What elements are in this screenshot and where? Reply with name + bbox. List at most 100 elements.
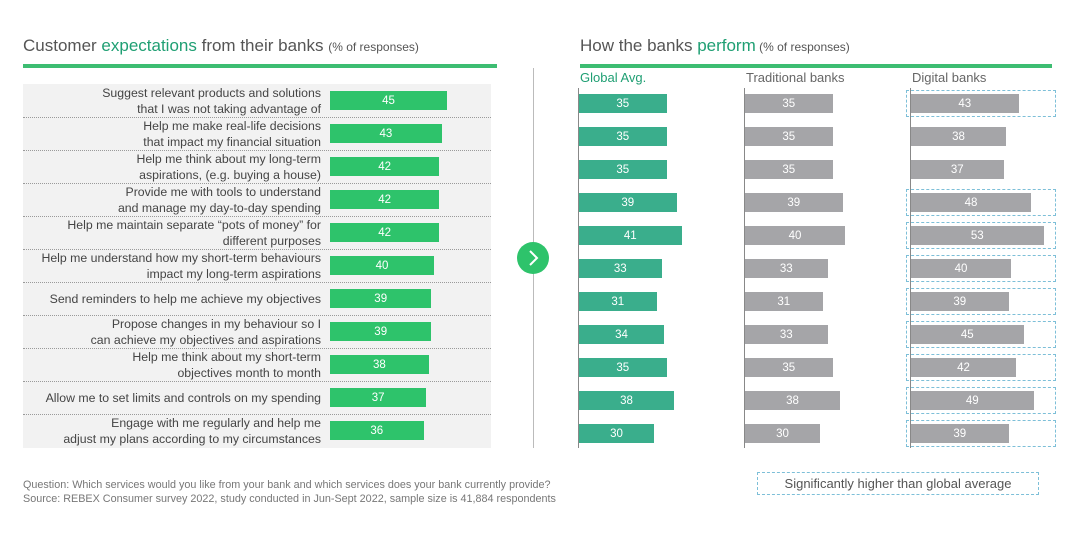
expectation-bar: 40 <box>330 256 434 275</box>
expectation-label-line: Help me think about my short-term <box>132 349 321 364</box>
right-title-prefix: How the banks <box>580 36 698 55</box>
traditional-banks-bar: 30 <box>745 424 820 443</box>
global-avg-bar: 35 <box>579 160 667 179</box>
global-avg-bar: 34 <box>579 325 664 344</box>
expectation-bar: 36 <box>330 421 424 440</box>
digital-banks-bar: 40 <box>911 259 1011 278</box>
digital-banks-bar: 38 <box>911 127 1006 146</box>
traditional-banks-bar: 35 <box>745 160 833 179</box>
traditional-banks-bar: 40 <box>745 226 845 245</box>
expectation-label-line: Allow me to set limits and controls on m… <box>45 390 321 405</box>
expectation-label-text: Engage with me regularly and help me adju… <box>63 415 321 447</box>
expectation-label-line: Suggest relevant products and solutions <box>102 85 321 100</box>
traditional-banks-bar: 39 <box>745 193 843 212</box>
expectation-label-text: Allow me to set limits and controls on m… <box>46 390 321 406</box>
chevron-right-glyph <box>529 250 539 266</box>
row-separator <box>23 249 491 250</box>
expectation-label-line: different purposes <box>222 233 321 248</box>
expectation-label-text: Help me maintain separate “pots of money… <box>67 217 321 249</box>
expectation-label-text: Send reminders to help me achieve my obj… <box>50 291 321 307</box>
expectation-label: Suggest relevant products and solutions t… <box>21 84 321 117</box>
expectation-label-line: Engage with me regularly and help me <box>111 415 321 430</box>
row-separator <box>23 216 491 217</box>
digital-banks-bar: 49 <box>911 391 1034 410</box>
left-title-highlight: expectations <box>101 36 197 55</box>
row-separator <box>23 117 491 118</box>
significant-highlight <box>906 255 1056 282</box>
footnote-question: Question: Which services would you like … <box>23 479 551 491</box>
significant-highlight <box>906 189 1056 216</box>
expectation-label: Allow me to set limits and controls on m… <box>21 381 321 414</box>
right-title-highlight: perform <box>697 36 756 55</box>
expectation-row: Help me understand how my short-term beh… <box>23 249 491 282</box>
expectation-label-line: impact my long-term aspirations <box>146 266 321 281</box>
significant-highlight <box>906 222 1056 249</box>
expectation-label-text: Provide me with tools to understand and m… <box>118 184 321 216</box>
traditional-banks-bar: 35 <box>745 94 833 113</box>
global-avg-bar: 35 <box>579 94 667 113</box>
traditional-banks-bar: 33 <box>745 259 828 278</box>
global-avg-header: Global Avg. <box>580 70 647 85</box>
row-separator <box>23 282 491 283</box>
expectation-label-text: Help me understand how my short-term beh… <box>41 250 321 282</box>
expectation-label: Engage with me regularly and help me adju… <box>21 414 321 447</box>
significant-highlight <box>906 90 1056 117</box>
expectation-bar: 39 <box>330 322 432 341</box>
digital-banks-bar: 43 <box>911 94 1019 113</box>
expectation-label: Help me think about my short-term objecti… <box>21 348 321 381</box>
expectations-chart-panel: Suggest relevant products and solutions t… <box>23 84 491 448</box>
expectation-label-line: that impact my financial situation <box>143 134 321 149</box>
expectation-label-line: Help me maintain separate “pots of money… <box>67 217 321 232</box>
expectation-bar: 38 <box>330 355 429 374</box>
expectation-label-line: Send reminders to help me achieve my obj… <box>49 291 321 306</box>
expectation-bar: 42 <box>330 223 440 242</box>
significant-highlight <box>906 321 1056 348</box>
expectation-label: Help me think about my long-term aspirati… <box>21 150 321 183</box>
left-title-note: (% of responses) <box>328 40 419 54</box>
expectation-row: Allow me to set limits and controls on m… <box>23 381 491 414</box>
traditional-banks-bar: 33 <box>745 325 828 344</box>
expectation-label: Help me understand how my short-term beh… <box>21 249 321 282</box>
expectation-label-line: Help me make real-life decisions <box>143 118 321 133</box>
row-separator <box>23 183 491 184</box>
global-avg-bar: 33 <box>579 259 662 278</box>
chevron-right-icon <box>517 242 549 274</box>
digital-banks-bar: 53 <box>911 226 1044 245</box>
global-avg-bar: 30 <box>579 424 654 443</box>
traditional-banks-header: Traditional banks <box>746 70 845 85</box>
global-avg-bar: 39 <box>579 193 677 212</box>
expectation-label-text: Help me make real-life decisions that imp… <box>143 118 321 150</box>
left-title-rule <box>23 64 497 68</box>
traditional-banks-bar: 31 <box>745 292 823 311</box>
expectation-label-line: Propose changes in my behaviour so I <box>111 316 321 331</box>
expectation-label-line: Help me understand how my short-term beh… <box>41 250 321 265</box>
expectation-label: Help me maintain separate “pots of money… <box>21 216 321 249</box>
expectation-bar: 42 <box>330 190 440 209</box>
row-separator <box>23 348 491 349</box>
expectation-row: Help me maintain separate “pots of money… <box>23 216 491 249</box>
expectation-label-line: that I was not taking advantage of <box>137 101 321 116</box>
expectation-label: Provide me with tools to understand and m… <box>21 183 321 216</box>
digital-banks-bar: 45 <box>911 325 1024 344</box>
expectation-row: Send reminders to help me achieve my obj… <box>23 282 491 315</box>
global-avg-axis <box>578 88 579 448</box>
expectation-bar: 37 <box>330 388 427 407</box>
global-avg-bar: 35 <box>579 358 667 377</box>
global-avg-bar: 38 <box>579 391 674 410</box>
traditional-banks-bar: 35 <box>745 358 833 377</box>
significant-highlight <box>906 387 1056 414</box>
left-title-suffix: from their banks <box>196 36 329 55</box>
expectation-row: Help me think about my short-term objecti… <box>23 348 491 381</box>
expectation-bar: 43 <box>330 124 442 143</box>
right-title-rule <box>580 64 1052 68</box>
expectation-label-line: Provide me with tools to understand <box>125 184 322 199</box>
row-separator <box>23 150 491 151</box>
expectation-bar: 45 <box>330 91 447 110</box>
expectation-row: Help me make real-life decisions that imp… <box>23 117 491 150</box>
global-avg-bar: 35 <box>579 127 667 146</box>
digital-banks-bar: 39 <box>911 424 1009 443</box>
footnote: Question: Which services would you like … <box>23 478 556 506</box>
